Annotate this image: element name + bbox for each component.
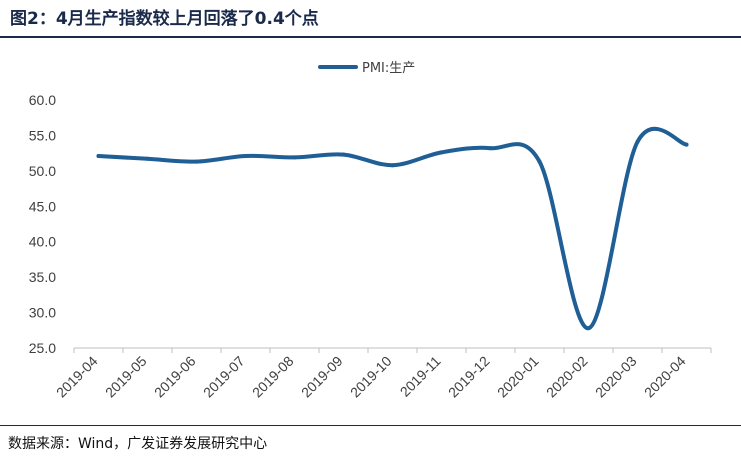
data-point-2019-04 bbox=[96, 153, 101, 158]
y-tick-label: 35.0 bbox=[29, 269, 56, 285]
x-tick-label: 2019-05 bbox=[102, 353, 150, 401]
data-point-2020-02 bbox=[586, 326, 591, 331]
data-point-2019-12 bbox=[488, 146, 493, 151]
x-tick-label: 2020-02 bbox=[543, 353, 591, 401]
data-source-note: 数据来源：Wind，广发证券发展研究中心 bbox=[8, 436, 268, 452]
data-point-2019-06 bbox=[194, 159, 199, 164]
x-tick-label: 2019-04 bbox=[53, 353, 101, 401]
y-tick-label: 40.0 bbox=[29, 234, 56, 250]
footer-divider bbox=[0, 425, 741, 426]
x-tick-label: 2019-10 bbox=[347, 353, 395, 401]
y-tick-label: 50.0 bbox=[29, 163, 56, 179]
x-axis-ticks: 2019-04 2019-05 2019-06 2019-07 2019-08 2019-… bbox=[53, 348, 712, 401]
data-point-2019-05 bbox=[145, 156, 150, 161]
x-tick-label: 2019-11 bbox=[397, 353, 444, 400]
line-chart: PMI:生产 60.055.050.045.040.035.030.025.0 … bbox=[29, 61, 712, 401]
x-tick-label: 2019-09 bbox=[298, 353, 346, 401]
x-tick-label: 2020-01 bbox=[494, 353, 542, 401]
x-tick-label: 2019-06 bbox=[151, 353, 199, 401]
y-tick-label: 45.0 bbox=[29, 198, 56, 214]
legend-label: PMI:生产 bbox=[362, 61, 415, 76]
y-axis-ticks: 60.0 55.0 50.0 45.0 40.0 35.0 30.0 25.0 bbox=[29, 92, 56, 356]
data-point-2019-10 bbox=[390, 163, 395, 168]
y-tick-label: 30.0 bbox=[29, 305, 56, 321]
x-tick-label: 2019-08 bbox=[249, 353, 297, 401]
x-tick-label: 2020-04 bbox=[641, 353, 689, 401]
data-point-2020-03 bbox=[635, 139, 640, 144]
x-tick-label: 2019-07 bbox=[200, 353, 248, 401]
y-tick-label: 25.0 bbox=[29, 340, 56, 356]
data-point-2019-08 bbox=[292, 155, 297, 160]
y-tick-label: 60.0 bbox=[29, 92, 56, 108]
x-tick-label: 2019-12 bbox=[445, 353, 493, 401]
title-divider bbox=[0, 36, 741, 38]
data-point-2019-11 bbox=[439, 150, 444, 155]
data-point-2019-09 bbox=[341, 152, 346, 157]
chart-title: 图2：4月生产指数较上月回落了0.4个点 bbox=[10, 9, 319, 29]
y-tick-label: 55.0 bbox=[29, 127, 56, 143]
legend: PMI:生产 bbox=[318, 61, 415, 76]
series-line-pmi-production bbox=[96, 126, 689, 331]
data-point-2020-01 bbox=[537, 159, 542, 164]
data-point-2019-07 bbox=[243, 153, 248, 158]
data-point-2020-04 bbox=[684, 142, 689, 147]
x-tick-label: 2020-03 bbox=[592, 353, 640, 401]
series-points bbox=[96, 139, 689, 331]
